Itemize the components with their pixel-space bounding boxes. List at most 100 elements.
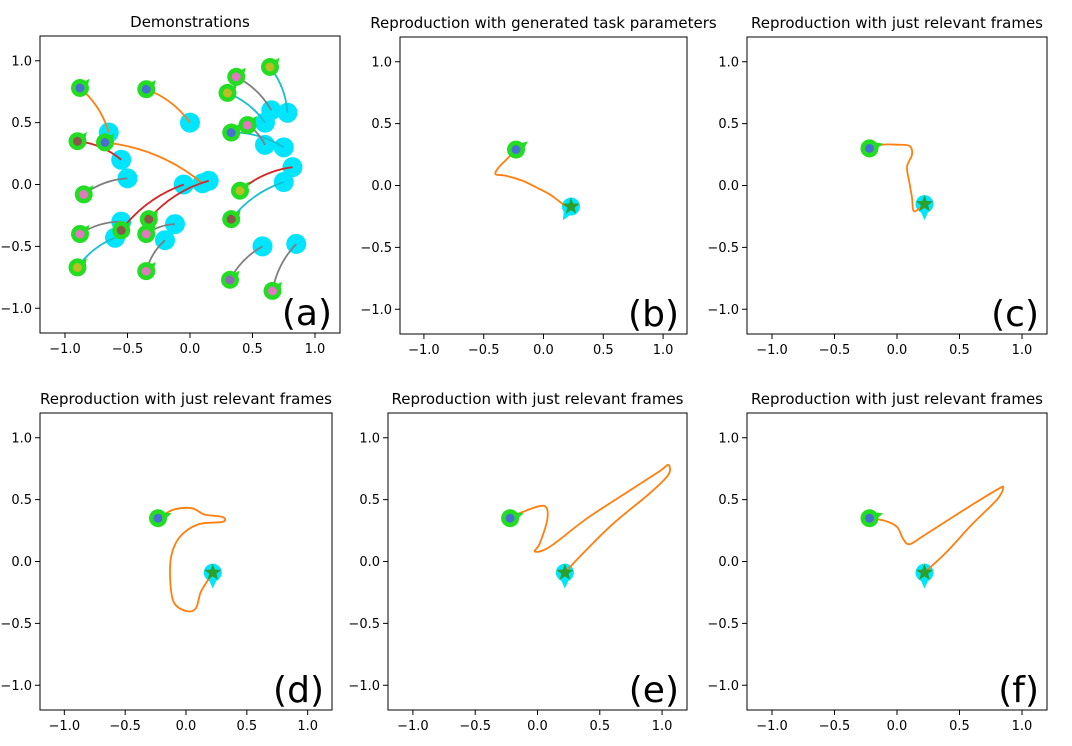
x-tick-label: 1.0 bbox=[1012, 719, 1033, 734]
y-tick-label: 0.5 bbox=[11, 493, 32, 508]
start-heading-arrow bbox=[237, 67, 246, 78]
y-tick-label: 0.5 bbox=[718, 117, 739, 132]
start-point bbox=[73, 262, 82, 272]
x-tick-label: 0.5 bbox=[236, 719, 257, 734]
panel-label: (e) bbox=[629, 670, 679, 711]
start-heading-arrow bbox=[512, 511, 524, 521]
y-tick-label: −1.0 bbox=[348, 679, 380, 694]
panel-label: (d) bbox=[273, 670, 324, 711]
start-point bbox=[268, 286, 277, 296]
axes-frame bbox=[387, 412, 688, 711]
plot-area bbox=[501, 464, 671, 589]
x-tick-label: −1.0 bbox=[397, 719, 429, 734]
goal-star bbox=[915, 563, 934, 580]
y-tick-label: 0.0 bbox=[11, 555, 32, 570]
y-tick-label: 1.0 bbox=[359, 431, 380, 446]
x-tick-label: −0.5 bbox=[819, 719, 851, 734]
start-point bbox=[141, 229, 151, 239]
axes-frame bbox=[39, 35, 341, 334]
subplot-e: Reproduction with just relevant frames −1… bbox=[348, 390, 688, 734]
x-tick-label: 0.0 bbox=[176, 719, 197, 734]
start-point bbox=[226, 214, 236, 224]
x-tick-label: 1.0 bbox=[653, 343, 674, 358]
x-tick-label: 0.0 bbox=[887, 719, 908, 734]
start-point bbox=[75, 229, 85, 239]
start-heading-arrow bbox=[248, 115, 257, 126]
start-point bbox=[141, 266, 151, 276]
start-point bbox=[511, 145, 521, 155]
x-tick-label: 1.0 bbox=[1012, 343, 1033, 358]
subplot-title: Reproduction with just relevant frames bbox=[391, 390, 683, 408]
start-heading-arrow bbox=[84, 185, 94, 195]
y-tick-label: −0.5 bbox=[348, 617, 380, 632]
x-tick-label: −0.5 bbox=[459, 719, 491, 734]
start-heading-arrow bbox=[270, 57, 280, 68]
start-heading-arrow bbox=[147, 261, 156, 272]
start-heading-arrow bbox=[273, 281, 282, 292]
goal-star bbox=[915, 195, 934, 212]
y-tick-label: 1.0 bbox=[371, 55, 392, 70]
y-tick-label: −0.5 bbox=[707, 241, 739, 256]
y-tick-label: 0.5 bbox=[11, 116, 32, 131]
x-tick-label: −0.5 bbox=[819, 343, 851, 358]
panel-label: (b) bbox=[628, 294, 679, 335]
subplot-title: Reproduction with generated task paramet… bbox=[370, 14, 717, 32]
start-point bbox=[235, 186, 245, 196]
y-tick-label: 1.0 bbox=[718, 431, 739, 446]
y-tick-label: 1.0 bbox=[11, 54, 32, 69]
plot-area bbox=[860, 139, 934, 221]
x-tick-label: −0.5 bbox=[109, 719, 141, 734]
start-heading-arrow bbox=[122, 221, 131, 231]
start-heading-arrow bbox=[230, 270, 240, 281]
x-tick-label: 0.5 bbox=[242, 342, 263, 357]
axes-frame bbox=[746, 412, 1048, 711]
reproduced-trajectory bbox=[157, 507, 227, 613]
axes-frame bbox=[399, 36, 688, 335]
start-point bbox=[226, 128, 236, 138]
start-heading-arrow bbox=[80, 78, 90, 89]
x-tick-label: −0.5 bbox=[112, 342, 144, 357]
x-tick-label: 0.0 bbox=[527, 719, 548, 734]
x-tick-label: −1.0 bbox=[49, 342, 81, 357]
start-point bbox=[265, 62, 275, 72]
start-point bbox=[231, 72, 241, 82]
start-point bbox=[75, 83, 85, 93]
x-tick-label: −1.0 bbox=[49, 719, 81, 734]
start-point bbox=[865, 513, 874, 523]
x-tick-label: 0.5 bbox=[949, 719, 970, 734]
axes-frame bbox=[746, 36, 1048, 335]
y-tick-label: −1.0 bbox=[360, 303, 392, 318]
subplot-title: Reproduction with just relevant frames bbox=[751, 390, 1043, 408]
start-point bbox=[79, 189, 89, 199]
x-tick-label: 1.0 bbox=[297, 719, 318, 734]
start-heading-arrow bbox=[240, 181, 250, 192]
start-heading-arrow bbox=[232, 209, 241, 220]
y-tick-label: −1.0 bbox=[707, 679, 739, 694]
x-tick-label: 0.0 bbox=[887, 343, 908, 358]
goal-star bbox=[562, 197, 580, 214]
start-point bbox=[144, 214, 154, 224]
x-tick-label: −1.0 bbox=[408, 343, 440, 358]
start-point bbox=[116, 225, 126, 235]
plot-area bbox=[68, 57, 307, 300]
reproduced-trajectory bbox=[869, 143, 926, 213]
y-tick-label: 0.0 bbox=[11, 178, 32, 193]
y-tick-label: 0.0 bbox=[371, 179, 392, 194]
start-heading-arrow bbox=[80, 224, 90, 235]
plot-area bbox=[494, 140, 581, 221]
start-heading-arrow bbox=[78, 258, 87, 268]
start-point bbox=[243, 120, 252, 130]
subplot-title: Reproduction with just relevant frames bbox=[40, 390, 332, 408]
x-tick-label: 0.5 bbox=[949, 343, 970, 358]
start-heading-arrow bbox=[228, 83, 237, 94]
goal-heading-arrow bbox=[562, 202, 578, 221]
x-tick-label: −1.0 bbox=[756, 343, 788, 358]
start-point bbox=[223, 88, 232, 98]
y-tick-label: −1.0 bbox=[0, 302, 32, 317]
y-tick-label: −0.5 bbox=[0, 240, 32, 255]
goal-star bbox=[204, 563, 222, 580]
x-tick-label: 1.0 bbox=[652, 719, 673, 734]
start-heading-arrow bbox=[517, 141, 528, 152]
axes-frame bbox=[39, 412, 333, 711]
